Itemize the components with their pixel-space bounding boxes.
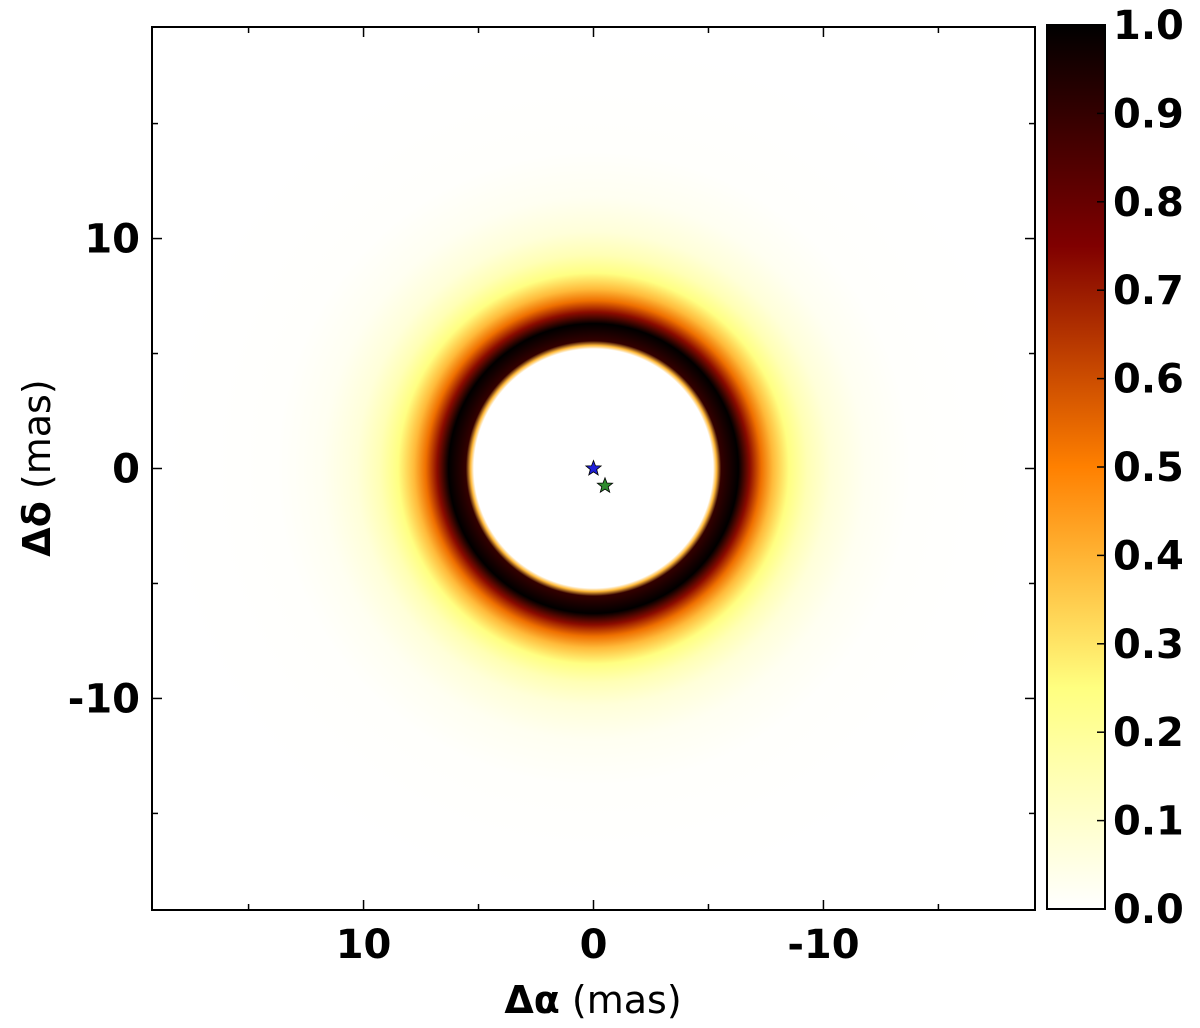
y-tick-label: -10 [68, 676, 140, 722]
colorbar-tick-label: 0.6 [1113, 357, 1184, 403]
colorbar-tick-label: 0.4 [1113, 533, 1184, 579]
x-tick-label: 0 [580, 922, 608, 968]
colorbar-tick-label: 0.0 [1113, 887, 1184, 933]
colorbar-ticks: 0.0 0.1 0.2 0.3 0.4 0.5 0.6 0.7 0.8 0.9 1.0 [1097, 3, 1184, 933]
green-star-marker [596, 476, 614, 494]
colorbar: 0.0 0.1 0.2 0.3 0.4 0.5 0.6 0.7 0.8 0.9 1.0 [1046, 3, 1184, 933]
marker-layer [584, 459, 614, 494]
colorbar-tick-label: 0.5 [1113, 445, 1184, 491]
y-tick-label: 0 [112, 447, 140, 493]
x-tick-label: 10 [336, 922, 392, 968]
blue-star-marker [584, 459, 603, 476]
colorbar-tick-label: 0.7 [1113, 268, 1184, 314]
colorbar-tick-label: 0.3 [1113, 622, 1184, 668]
x-axis-label: Δα (mas) [504, 978, 681, 1022]
colorbar-gradient [1047, 25, 1105, 909]
y-axis-label: Δδ (mas) [15, 379, 59, 556]
heatmap-plot-area: 10 0 -10 10 0 -10 [68, 26, 1036, 968]
colorbar-tick-label: 1.0 [1113, 3, 1184, 49]
colorbar-tick-label: 0.1 [1113, 799, 1184, 845]
x-axis-ticks: 10 0 -10 [247, 27, 940, 968]
x-tick-label: -10 [787, 922, 859, 968]
colorbar-tick-label: 0.8 [1113, 180, 1184, 226]
y-tick-label: 10 [84, 217, 140, 263]
y-axis-ticks: 10 0 -10 [68, 122, 1035, 815]
colorbar-tick-label: 0.9 [1113, 91, 1184, 137]
colorbar-tick-label: 0.2 [1113, 710, 1184, 756]
